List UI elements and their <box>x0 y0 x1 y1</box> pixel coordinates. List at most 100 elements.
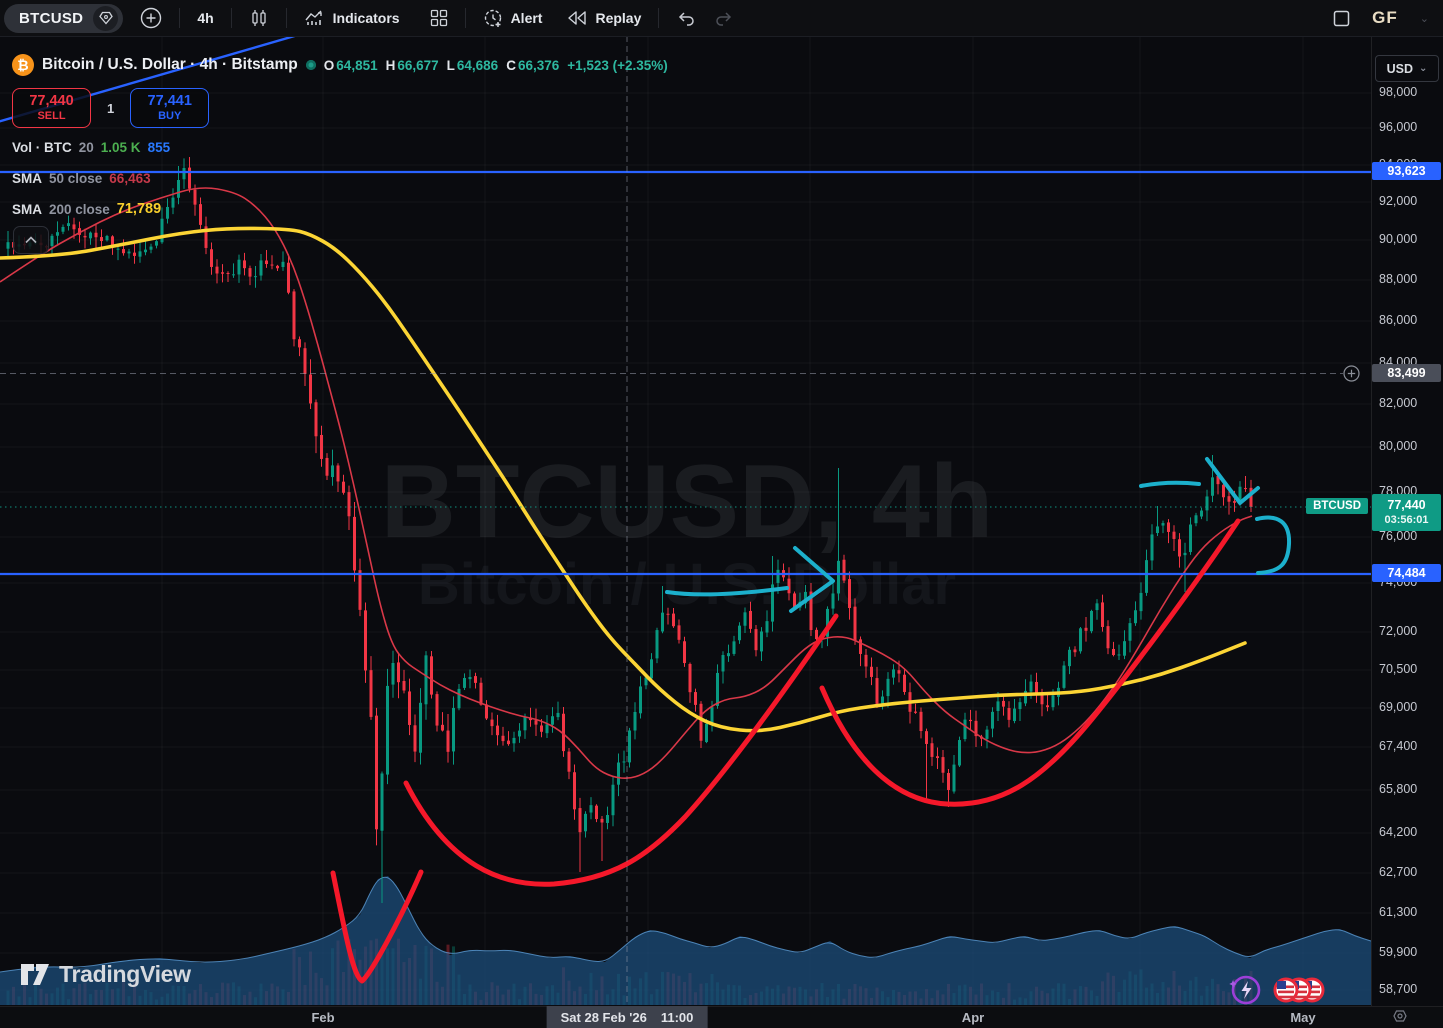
ai-spark-icon[interactable] <box>1229 975 1261 1005</box>
svg-text:BTCUSD, 4h: BTCUSD, 4h <box>381 444 993 560</box>
bitcoin-icon: ₿ <box>12 54 34 76</box>
sell-button[interactable]: 77,440 SELL <box>12 88 91 128</box>
layout-grid-button[interactable] <box>421 3 457 33</box>
bar-countdown: 03:56:01 <box>1384 514 1429 527</box>
indicators-button[interactable]: Indicators <box>295 3 409 33</box>
price-tick: 65,800 <box>1379 782 1418 796</box>
quantity-field[interactable]: 1 <box>107 100 115 116</box>
price-tick: 92,000 <box>1379 194 1418 208</box>
chevron-down-icon: ⌄ <box>1419 63 1428 74</box>
economic-event-flag-icons[interactable] <box>1273 977 1325 1003</box>
tradingview-logo[interactable]: TradingView <box>20 961 191 988</box>
crosshair-time: 11:00 <box>660 1009 694 1025</box>
indicators-label: Indicators <box>332 10 400 26</box>
toolbar-separator <box>658 8 660 28</box>
svg-text:Bitcoin / U.S. Dollar: Bitcoin / U.S. Dollar <box>418 552 956 617</box>
time-axis-settings-icon[interactable] <box>1392 1008 1408 1028</box>
price-tick: 70,500 <box>1379 662 1418 676</box>
sell-price: 77,440 <box>29 93 74 110</box>
symbol-name: BTCUSD <box>19 9 84 27</box>
sma50-value: 66,463 <box>109 171 151 186</box>
price-tick: 62,700 <box>1379 865 1418 879</box>
price-tick: 72,000 <box>1379 624 1418 638</box>
alert-button[interactable]: Alert <box>474 3 552 33</box>
volume-ma-value: 855 <box>147 140 171 155</box>
time-tick: Feb <box>311 1010 335 1025</box>
replay-rewind-icon <box>568 11 587 25</box>
price-tick: 76,000 <box>1379 529 1418 543</box>
currency-selector[interactable]: USD ⌄ <box>1375 55 1439 82</box>
price-tick: 98,000 <box>1379 85 1418 99</box>
price-tick: 90,000 <box>1379 232 1418 246</box>
add-alert-plus-icon[interactable] <box>1343 365 1360 387</box>
crosshair-date-badge: Sat 28 Feb '26 11:00 <box>546 1006 708 1028</box>
price-tick: 88,000 <box>1379 272 1418 286</box>
price-tick: 86,000 <box>1379 313 1418 327</box>
crosshair-date: Sat 28 Feb '26 <box>560 1009 647 1025</box>
price-tick: 64,200 <box>1379 825 1418 839</box>
grid-layout-icon <box>430 9 447 27</box>
chart-type-button[interactable] <box>240 3 278 33</box>
price-tick: 58,700 <box>1379 982 1418 996</box>
time-axis[interactable] <box>0 1006 1443 1028</box>
moving-average-lines <box>0 187 1253 780</box>
replay-label: Replay <box>595 10 642 26</box>
last-price-badge[interactable]: 77,440 03:56:01 <box>1372 494 1441 531</box>
horizontal-price-lines[interactable] <box>0 170 1371 576</box>
fullscreen-button[interactable] <box>1333 10 1350 27</box>
toolbar-separator <box>179 8 181 28</box>
price-tick: 69,000 <box>1379 700 1418 714</box>
volume-legend-row[interactable]: Vol · BTC 20 1.05 K 855 <box>12 140 171 155</box>
candlesticks <box>6 157 1253 903</box>
price-axis-divider <box>1371 36 1372 1006</box>
price-change: +1,523 (+2.35%) <box>567 57 668 73</box>
tradingview-mark-icon <box>21 963 49 985</box>
price-tick: 59,900 <box>1379 945 1418 959</box>
redo-button[interactable] <box>705 3 743 33</box>
chevron-down-icon[interactable]: ⌄ <box>1419 12 1429 25</box>
last-price: 77,440 <box>1387 498 1426 512</box>
interval-button[interactable]: 4h <box>188 3 222 33</box>
symbol-search-button[interactable]: BTCUSD <box>4 3 124 33</box>
price-tick: 80,000 <box>1379 439 1418 453</box>
legend-collapse-button[interactable] <box>13 226 49 254</box>
toolbar-separator <box>285 8 287 28</box>
price-tick: 67,400 <box>1379 739 1418 753</box>
symbol-title[interactable]: Bitcoin / U.S. Dollar · 4h · Bitstamp <box>42 56 298 73</box>
market-status-dot <box>305 60 316 70</box>
price-tick: 82,000 <box>1379 396 1418 410</box>
undo-button[interactable] <box>667 3 705 33</box>
symbol-legend[interactable]: ₿ Bitcoin / U.S. Dollar · 4h · Bitstamp … <box>12 54 668 76</box>
square-screenshot-icon <box>1333 10 1350 26</box>
tradingview-logo-text: TradingView <box>59 961 191 987</box>
toolbar-separator <box>464 8 466 28</box>
top-toolbar: BTCUSD 4h Indicators Alert <box>0 0 1443 37</box>
currency-label: USD <box>1386 61 1413 76</box>
price-line-badge-93623[interactable]: 93,623 <box>1372 162 1441 180</box>
buy-button[interactable]: 77,441 BUY <box>130 88 210 128</box>
add-symbol-button[interactable] <box>131 3 171 33</box>
time-tick: May <box>1290 1010 1316 1025</box>
alert-clock-icon <box>484 9 501 27</box>
sma50-legend-row[interactable]: SMA 50 close 66,463 <box>12 171 151 186</box>
replay-button[interactable]: Replay <box>557 3 650 33</box>
undo-arrow-icon <box>679 12 695 26</box>
sma200-legend-row[interactable]: SMA 200 close 71,789 <box>12 201 162 217</box>
supercharts-diamond-icon[interactable] <box>93 5 119 31</box>
trade-panel: 77,440 SELL 1 77,441 BUY <box>12 88 210 128</box>
price-line-badge-74484[interactable]: 74,484 <box>1372 564 1441 582</box>
user-initials-badge[interactable]: GF <box>1372 8 1398 27</box>
volume-area-overlay <box>0 876 1371 1005</box>
redo-arrow-icon <box>716 12 732 26</box>
time-tick: Apr <box>961 1010 985 1025</box>
toolbar-separator <box>230 8 232 28</box>
ohlc-values: O 64,851 H 66,677 L 64,686 C 66,376 +1,523 (… <box>323 57 668 73</box>
crosshair-price-badge: 83,499 <box>1372 364 1441 382</box>
chevron-up-icon <box>25 236 37 244</box>
alert-label: Alert <box>510 10 543 26</box>
event-markers <box>1226 971 1336 1014</box>
symbol-price-tag: BTCUSD <box>1306 498 1368 514</box>
